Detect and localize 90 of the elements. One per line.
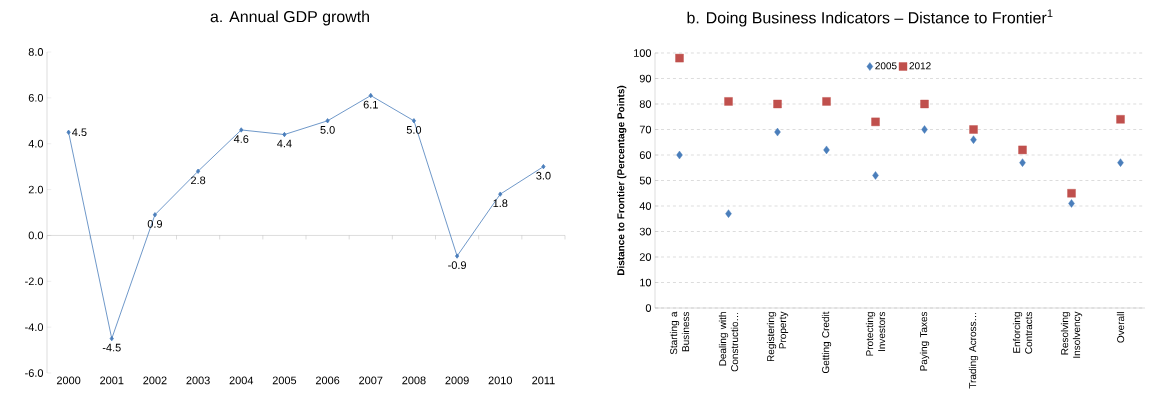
legend-label: 2005: [875, 62, 897, 70]
point: [675, 53, 684, 63]
x-tick-label: Resolving Insolvency: [1060, 311, 1083, 358]
y-tick-label: 50: [639, 176, 652, 185]
data-label: 5.0: [320, 125, 335, 134]
x-tick-label: 2008: [402, 376, 426, 385]
x-tick-label: 2004: [229, 376, 254, 385]
x-tick-label: 2010: [488, 376, 513, 385]
x-tick-label: 2011: [532, 376, 555, 385]
y-tick-label: -4.0: [25, 323, 44, 332]
chart-title: b. Doing Business Indicators – Distance to Frontier$^{1}$: [687, 9, 1053, 27]
point: [196, 168, 201, 174]
x-tick-label: 2000: [56, 376, 81, 385]
point: [239, 127, 244, 133]
y-tick-label: 20: [639, 253, 652, 261]
x-tick-label: Trading Across…: [968, 312, 979, 389]
point: [773, 99, 782, 109]
x-tick-label: Overall: [1116, 312, 1125, 343]
point: [541, 164, 546, 170]
y-tick-label: -2.0: [25, 277, 44, 286]
point: [109, 336, 114, 342]
point: [872, 171, 879, 180]
x-tick-label: 2001: [100, 376, 124, 385]
x-tick-label: Protecting Investors: [865, 311, 886, 356]
data-label: 2.8: [191, 176, 206, 185]
point: [325, 118, 330, 124]
y-tick-label: -6.0: [25, 369, 44, 377]
point: [823, 145, 830, 155]
x-tick-label: 2002: [143, 376, 167, 385]
x-tick-label: Starting a Business: [669, 311, 690, 355]
x-tick-label: 2003: [186, 376, 210, 385]
data-label: -0.9: [448, 261, 467, 270]
x-tick-label: Registering Property: [766, 311, 789, 362]
data-label: 3.0: [536, 171, 551, 180]
x-tick-label: 2005: [272, 376, 297, 385]
point: [774, 127, 781, 137]
point: [676, 150, 683, 160]
data-label: 1.8: [493, 199, 508, 208]
data-label: 6.1: [363, 100, 378, 109]
point: [1018, 145, 1027, 155]
point: [152, 212, 157, 218]
point: [1116, 115, 1125, 124]
y-tick-label: 30: [639, 227, 652, 236]
data-label: 4.4: [277, 139, 292, 148]
point: [282, 131, 287, 138]
point: [1067, 189, 1076, 198]
y-tick-label: 90: [639, 74, 652, 83]
x-tick-label: Paying Taxes: [919, 311, 930, 371]
chart-title: a. Annual GDP growth: [210, 10, 369, 26]
y-tick-label: 4.0: [28, 139, 44, 148]
y-axis-title: Distance to Frontier (Percentage Points): [617, 85, 627, 276]
y-tick-label: 10: [640, 278, 652, 287]
point: [724, 97, 733, 106]
y-tick-label: 0: [645, 304, 652, 312]
point: [970, 135, 977, 144]
legend-label: 2012: [909, 62, 931, 70]
y-tick-label: 0.0: [28, 231, 44, 240]
y-tick-label: 40: [639, 202, 652, 210]
data-label: 5.0: [406, 125, 422, 134]
point: [1019, 158, 1026, 167]
y-tick-label: 70: [639, 125, 652, 134]
point: [1117, 158, 1124, 167]
x-tick-label: 2007: [359, 376, 383, 385]
y-tick-label: 100: [634, 49, 652, 57]
point: [368, 92, 373, 99]
point: [725, 209, 732, 218]
y-tick-label: 80: [639, 100, 652, 108]
data-label: 4.6: [233, 135, 249, 143]
point: [921, 125, 928, 134]
x-tick-label: 2006: [315, 376, 340, 385]
point: [920, 99, 929, 109]
point: [498, 191, 503, 197]
y-tick-label: 6.0: [28, 93, 44, 102]
x-tick-label: Getting Credit: [821, 311, 832, 374]
x-tick-label: Dealing with Constructio…: [718, 312, 739, 372]
x-tick-label: Enforcing Contracts: [1012, 311, 1033, 354]
x-tick-label: 2009: [445, 376, 469, 385]
y-tick-label: 8.0: [28, 48, 44, 56]
data-label: 4.5: [72, 128, 87, 137]
point: [871, 117, 880, 127]
data-label: -4.5: [102, 343, 121, 352]
point: [455, 253, 460, 259]
point: [969, 125, 978, 134]
y-tick-label: 2.0: [28, 185, 44, 194]
y-tick-label: 60: [639, 151, 652, 159]
point: [1068, 199, 1075, 208]
point: [66, 129, 71, 135]
data-label: 0.9: [147, 220, 163, 228]
point: [822, 97, 831, 106]
point: [411, 118, 416, 124]
